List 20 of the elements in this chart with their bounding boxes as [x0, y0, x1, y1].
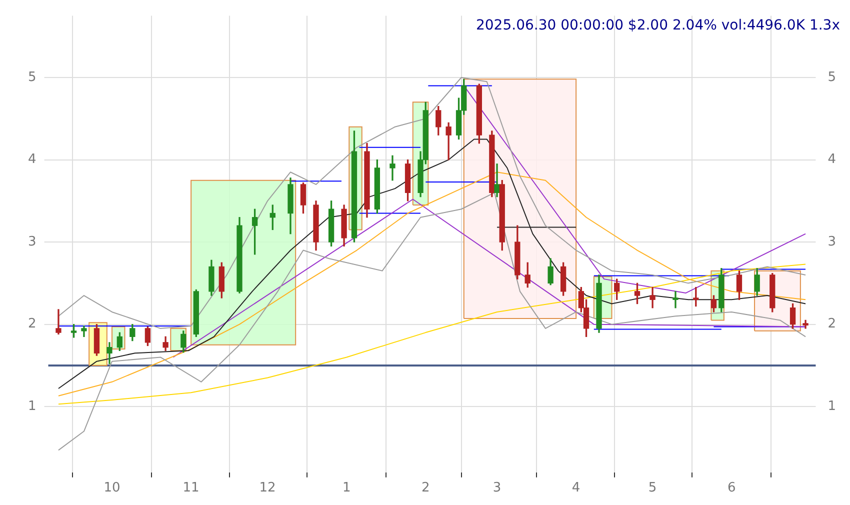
y2-tick-label: 3 [828, 234, 836, 250]
x-tick-label: 4 [572, 480, 580, 496]
y2-tick-label: 5 [828, 70, 836, 85]
x-tick-label: 5 [648, 480, 657, 496]
x-tick-label: 12 [259, 480, 276, 496]
y-tick-label: 3 [28, 234, 36, 250]
x-tick-label: 3 [492, 480, 502, 496]
x-tick-label: 2 [421, 480, 430, 496]
y2-tick-label: 4 [828, 152, 836, 168]
y2-tick-label: 1 [828, 398, 836, 414]
y-tick-label: 2 [28, 316, 36, 332]
x-tick-label: 10 [104, 480, 120, 496]
x-tick-label: 1 [342, 480, 351, 496]
x-tick-label: 11 [182, 480, 200, 496]
y-tick-label: 4 [28, 152, 36, 168]
chart-title: 2025.06.30 00:00:00 $2.00 2.04% vol:4496.0K 1.3x [476, 18, 840, 34]
y-tick-label: 1 [28, 398, 36, 414]
x-tick-label: 6 [727, 480, 736, 496]
y2-tick-label: 2 [828, 316, 836, 332]
y-tick-label: 5 [28, 70, 36, 85]
